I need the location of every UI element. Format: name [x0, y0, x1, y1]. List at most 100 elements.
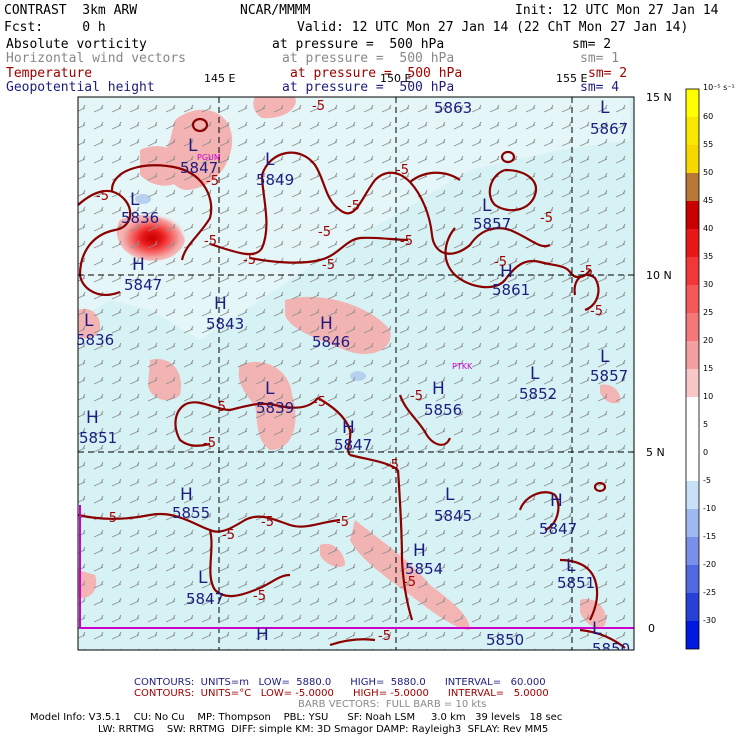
height-value: 5852 — [519, 385, 558, 403]
height-value: 5849 — [256, 171, 295, 189]
colorbar-frame — [685, 88, 700, 650]
temperature-label: -5 — [347, 199, 360, 214]
barb-info: BARB VECTORS: FULL BARB = 10 kts — [298, 699, 487, 710]
colorbar-swatch — [686, 397, 699, 425]
field-vorticity-level: at pressure = 500 hPa — [272, 37, 445, 52]
model-info-line1: Model Info: V3.5.1 CU: No Cu MP: Thompso… — [30, 712, 563, 723]
field-height-level: at pressure = 500 hPa — [282, 80, 455, 95]
height-value: 5850 — [486, 631, 525, 649]
colorbar-label: 40 — [703, 224, 714, 233]
colorbar-swatch — [686, 369, 699, 397]
init-time: Init: 12 UTC Mon 27 Jan 14 — [515, 3, 719, 18]
height-value: 5845 — [434, 507, 473, 525]
colorbar-label: 20 — [703, 336, 714, 345]
low-center-symbol: L — [530, 364, 540, 384]
field-temperature-smooth: sm= 2 — [588, 66, 628, 81]
lat-label-0: 0 — [648, 622, 655, 635]
temperature-contours — [78, 117, 626, 649]
field-vorticity-name: Absolute vorticity — [6, 37, 147, 52]
height-value: 5847 — [124, 276, 163, 294]
colorbar-swatch — [686, 257, 699, 285]
lat-label-5n: 5 N — [646, 446, 665, 459]
colorbar-label: -15 — [703, 532, 717, 541]
height-value: 5850 — [592, 641, 631, 650]
colorbar-label: 15 — [703, 364, 714, 373]
colorbar-label: -30 — [703, 616, 717, 625]
temperature-label: -5 — [204, 234, 217, 249]
height-value: 5867 — [590, 120, 629, 138]
colorbar-swatch — [686, 117, 699, 145]
field-height-name: Geopotential height — [6, 80, 155, 95]
temperature-label: -5 — [403, 575, 416, 590]
temperature-label: -5 — [494, 255, 507, 270]
height-value: 5847 — [539, 520, 578, 538]
colorbar-label: 55 — [703, 140, 714, 149]
colorbar-label: -20 — [703, 560, 717, 569]
temperature-label: -5 — [203, 436, 216, 451]
high-center-symbol: H — [320, 314, 333, 334]
temperature-label: -5 — [312, 99, 325, 114]
colorbar-swatch — [686, 173, 699, 201]
low-center-symbol: L — [592, 619, 602, 639]
model-title: CONTRAST 3km ARW — [4, 3, 138, 18]
temperature-label: -5 — [336, 515, 349, 530]
temperature-label: -5 — [378, 629, 391, 644]
colorbar-swatch — [686, 89, 699, 117]
temperature-label: -5 — [386, 458, 399, 473]
colorbar-swatch — [686, 229, 699, 257]
colorbar-label: 10 — [703, 392, 714, 401]
colorbar-label: -5 — [703, 476, 711, 485]
height-value: 5851 — [79, 429, 118, 447]
temperature-label: -5 — [206, 174, 219, 189]
colorbar-label: 30 — [703, 280, 714, 289]
colorbar-swatch — [686, 453, 699, 481]
colorbar-label: 0 — [703, 448, 709, 457]
colorbar-label: -10 — [703, 504, 717, 513]
temperature-label: -5 — [590, 304, 603, 319]
height-value: 5854 — [405, 560, 444, 578]
colorbar-swatch — [686, 201, 699, 229]
field-temperature-name: Temperature — [6, 66, 93, 81]
temperature-label: -5 — [96, 189, 109, 204]
colorbar-swatch — [686, 509, 699, 537]
temperature-label: -5 — [318, 225, 331, 240]
height-value: 5836 — [121, 209, 160, 227]
temperature-label: -5 — [253, 589, 266, 604]
high-center-symbol: H — [413, 541, 426, 561]
forecast-hour: Fcst: 0 h — [4, 20, 106, 35]
low-center-symbol: L — [265, 379, 275, 399]
org-label: NCAR/MMMM — [240, 3, 311, 18]
height-value: 5857 — [590, 367, 629, 385]
low-center-symbol: L — [84, 311, 94, 331]
colorbar-label: 35 — [703, 252, 714, 261]
colorbar-label: 5 — [703, 420, 709, 429]
colorbar-swatch — [686, 481, 699, 509]
colorbar-swatch — [686, 425, 699, 453]
temperature-label: -5 — [222, 528, 235, 543]
low-center-symbol: L — [265, 150, 275, 170]
field-wind-smooth: sm= 1 — [580, 51, 620, 66]
low-center-symbol: L — [130, 190, 140, 210]
lon-label-145e: 145 E — [204, 72, 236, 85]
low-center-symbol: L — [600, 98, 610, 118]
low-center-symbol: L — [566, 556, 576, 576]
temperature-label: -5 — [104, 511, 117, 526]
height-value: 5863 — [434, 99, 473, 117]
colorbar-swatch — [686, 593, 699, 621]
colorbar-unit: 10⁻⁵ s⁻¹ — [703, 83, 735, 92]
temperature-label: -5 — [396, 163, 409, 178]
temperature-label: -5 — [580, 264, 593, 279]
temperature-label: -5 — [261, 515, 274, 530]
plot-frame — [77, 96, 635, 651]
low-center-symbol: L — [198, 568, 208, 588]
colorbar-swatch — [686, 341, 699, 369]
colorbar-label: 50 — [703, 168, 714, 177]
height-value: 5846 — [312, 333, 351, 351]
high-center-symbol: H — [256, 625, 269, 645]
valid-time: Valid: 12 UTC Mon 27 Jan 14 (22 ChT Mon … — [297, 20, 689, 35]
temperature-label: -5 — [400, 234, 413, 249]
station-label-pgum: PGUM — [197, 153, 221, 162]
lon-label-155e: 155 E — [556, 72, 588, 85]
temperature-label: -5 — [540, 211, 553, 226]
